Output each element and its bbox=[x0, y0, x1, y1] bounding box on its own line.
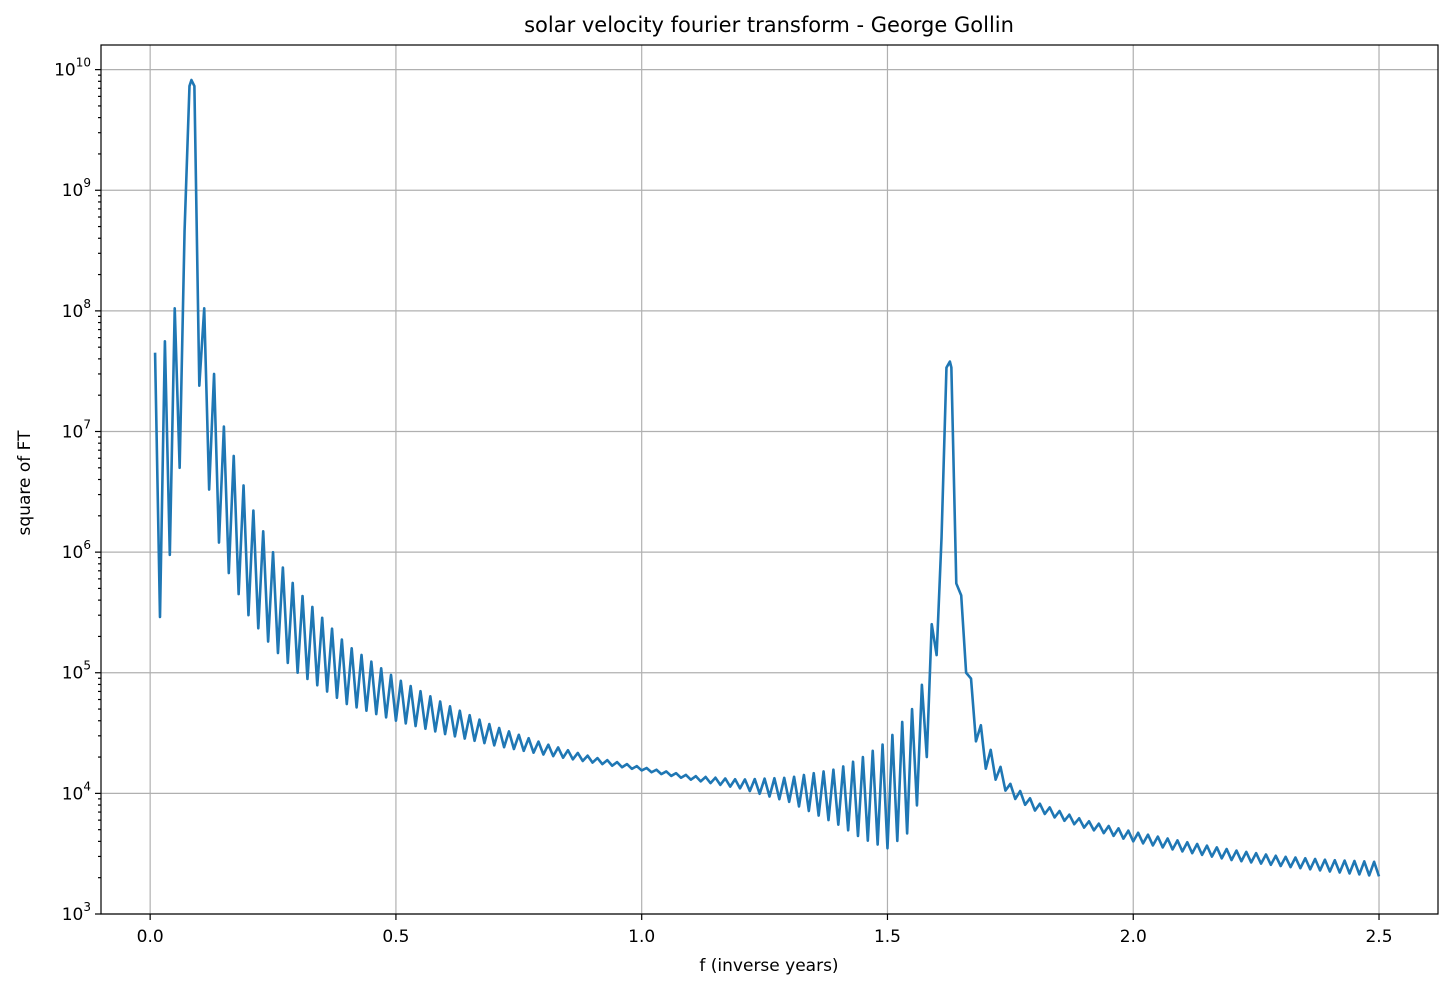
y-tick-exponent: 6 bbox=[83, 538, 91, 552]
y-tick-label: 1010 bbox=[54, 56, 91, 81]
series-layer bbox=[153, 78, 1381, 877]
y-axis-label: square of FT bbox=[15, 430, 35, 536]
y-tick-base: 10 bbox=[62, 664, 84, 684]
x-tick-label: 0.0 bbox=[137, 927, 164, 947]
y-tick-base: 10 bbox=[62, 302, 84, 322]
y-tick-base: 10 bbox=[62, 422, 84, 442]
x-tick-label: 1.0 bbox=[628, 927, 655, 947]
grid-layer bbox=[101, 45, 1438, 915]
x-tick-label: 1.5 bbox=[874, 927, 901, 947]
y-tick-label: 108 bbox=[62, 297, 91, 322]
series-line bbox=[153, 78, 1381, 877]
x-axis-label: f (inverse years) bbox=[699, 956, 838, 976]
y-tick-base: 10 bbox=[54, 61, 76, 81]
y-tick-label: 107 bbox=[62, 417, 91, 442]
ticks-layer: 0.0 0.5 1.0 1.5 2.0 2.51031041051061071081091… bbox=[54, 56, 1392, 947]
x-tick-label: 2.0 bbox=[1120, 927, 1147, 947]
plot-frame bbox=[100, 44, 1439, 915]
y-tick-exponent: 5 bbox=[83, 659, 91, 673]
y-tick-base: 10 bbox=[62, 784, 84, 804]
y-tick-label: 105 bbox=[62, 659, 91, 684]
y-tick-base: 10 bbox=[62, 905, 84, 925]
y-tick-label: 104 bbox=[62, 779, 91, 804]
y-tick-exponent: 8 bbox=[83, 297, 91, 311]
y-tick-label: 106 bbox=[62, 538, 91, 563]
y-tick-exponent: 3 bbox=[83, 900, 91, 914]
y-tick-exponent: 7 bbox=[83, 417, 91, 431]
x-tick-label: 2.5 bbox=[1365, 927, 1392, 947]
y-tick-base: 10 bbox=[62, 181, 84, 201]
y-tick-exponent: 9 bbox=[83, 176, 91, 190]
y-tick-label: 109 bbox=[62, 176, 91, 201]
y-tick-exponent: 4 bbox=[83, 779, 91, 793]
y-tick-label: 103 bbox=[62, 900, 91, 925]
chart-title: solar velocity fourier transform - Georg… bbox=[524, 13, 1014, 37]
y-tick-base: 10 bbox=[62, 543, 84, 563]
x-tick-label: 0.5 bbox=[382, 927, 409, 947]
y-tick-exponent: 10 bbox=[76, 56, 91, 70]
